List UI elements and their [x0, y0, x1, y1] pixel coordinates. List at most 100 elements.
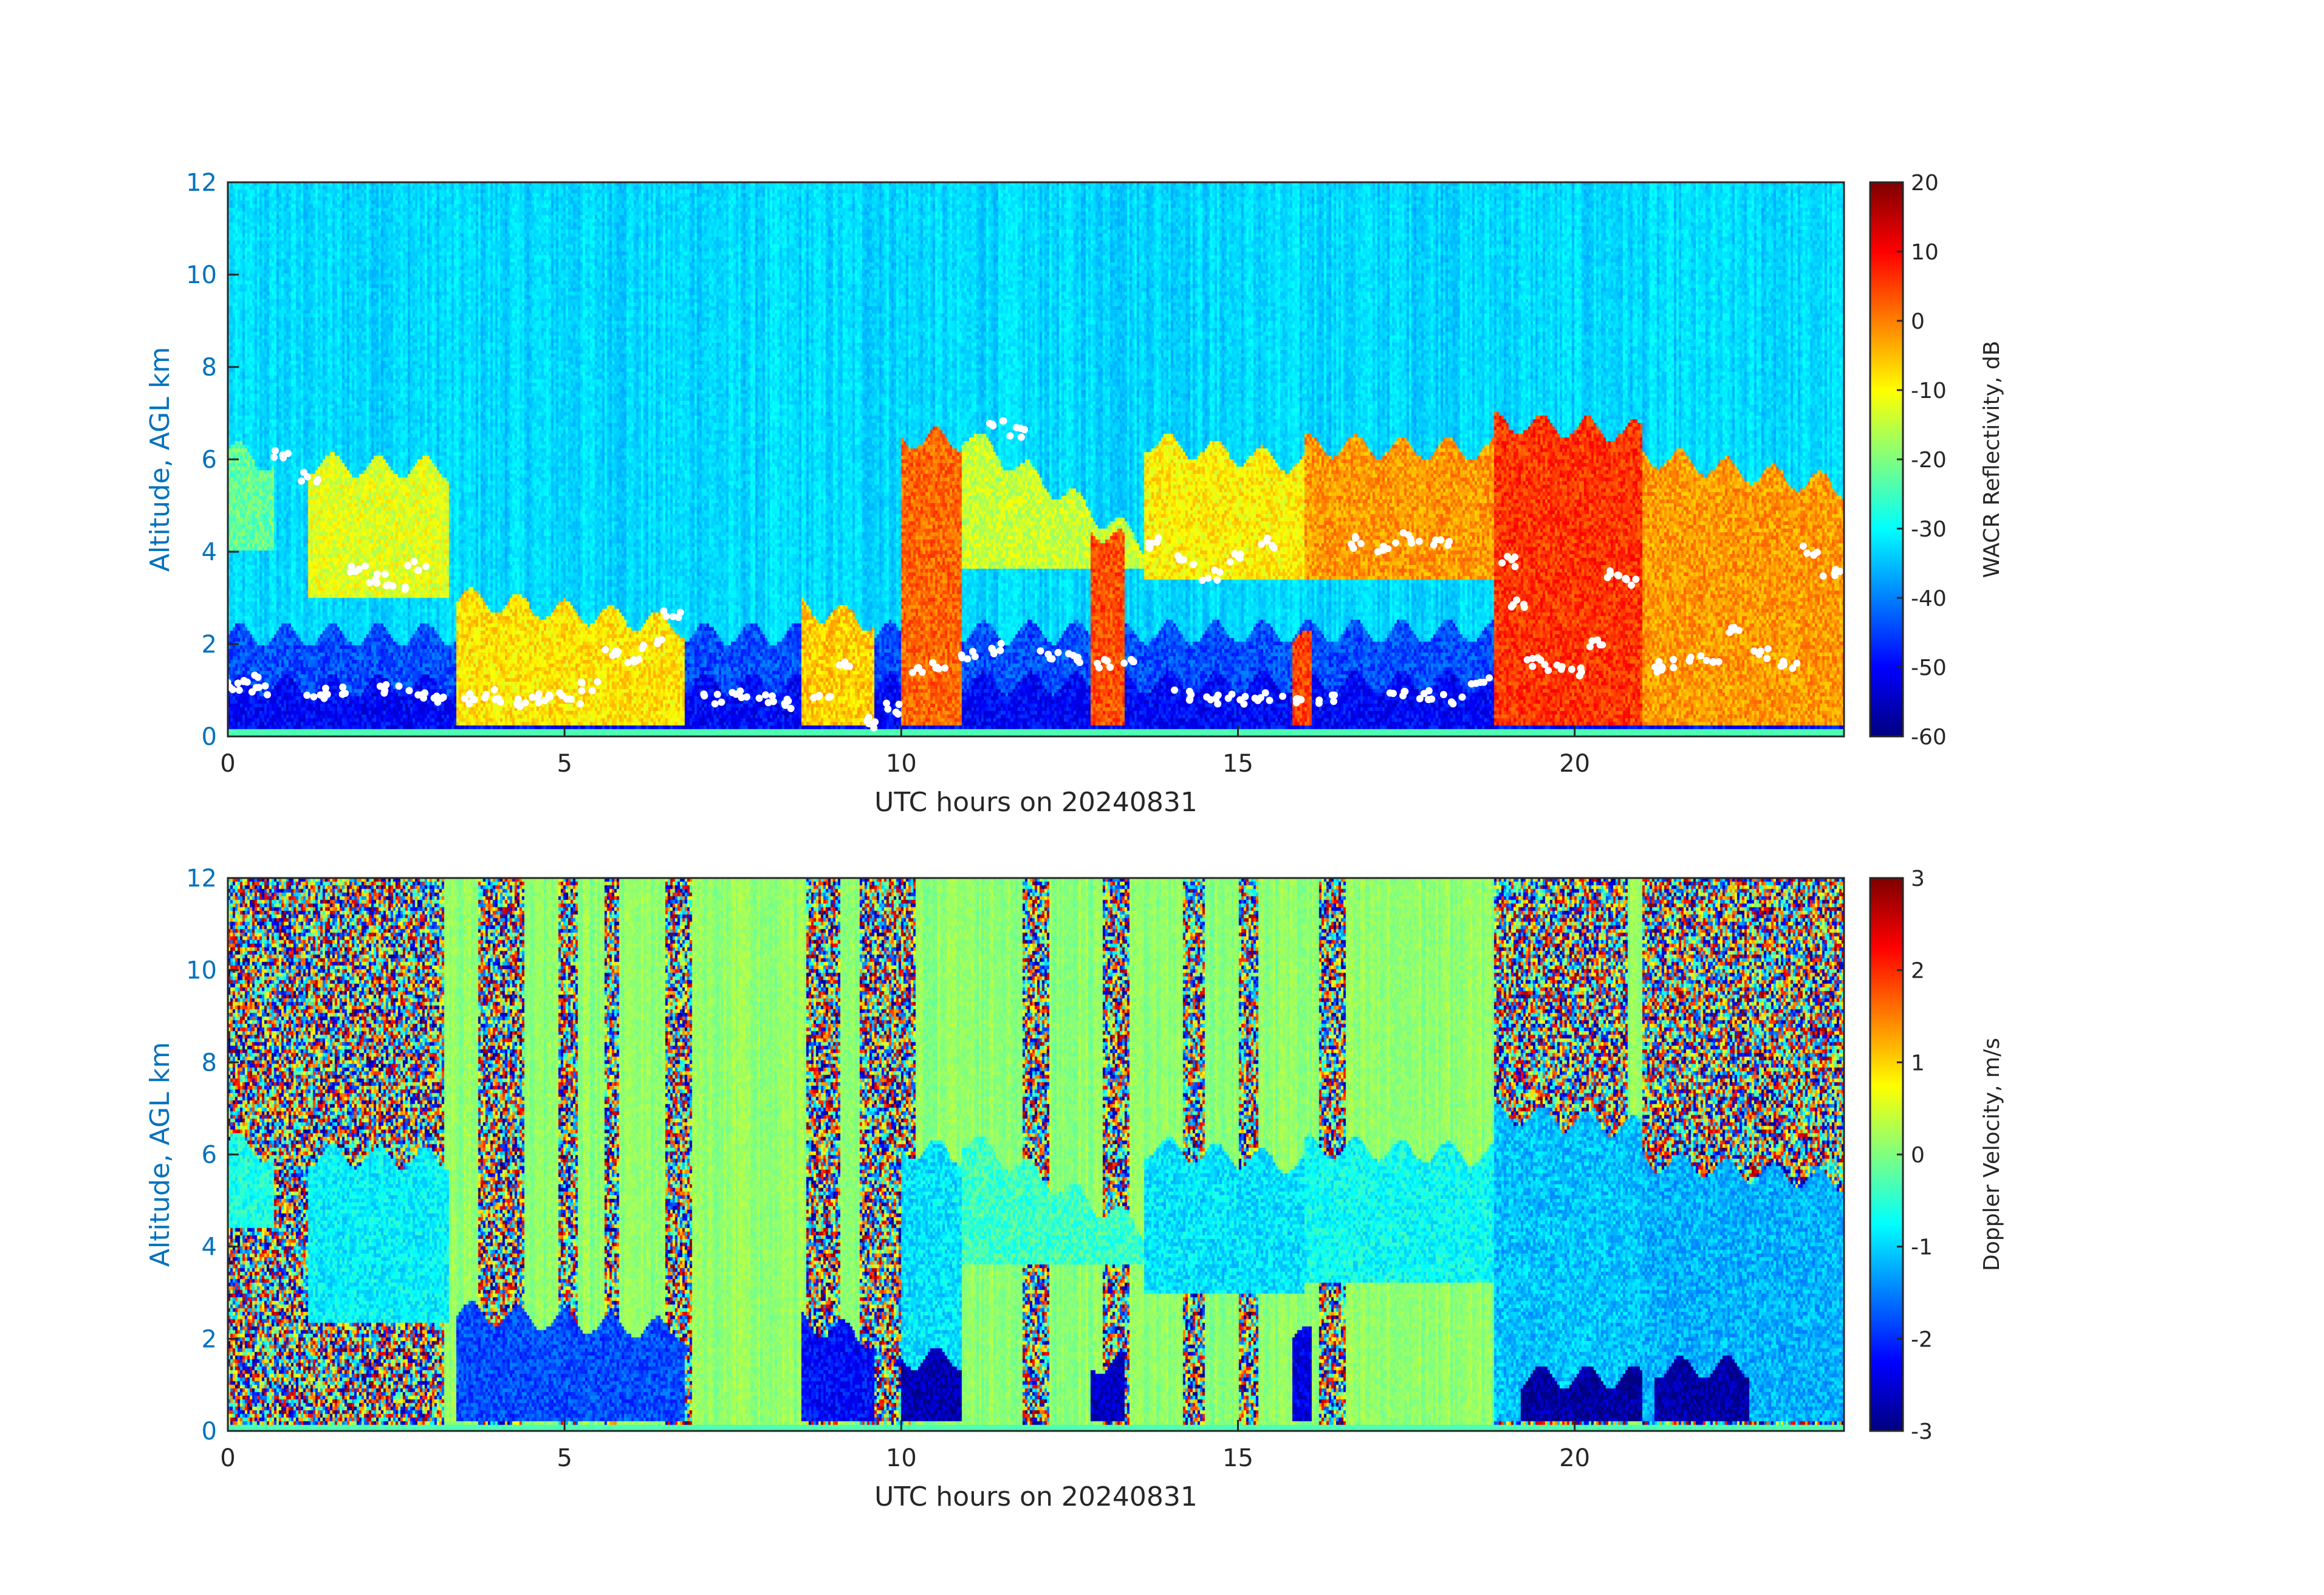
- cloud-base-point: [252, 684, 260, 691]
- x-tick-label: 0: [220, 1444, 235, 1472]
- cloud-base-point: [969, 648, 976, 656]
- cloud-base-point: [1407, 535, 1414, 543]
- cloud-base-point: [470, 696, 478, 704]
- cloud-base-point: [588, 687, 596, 695]
- cloud-base-point: [1449, 700, 1457, 708]
- cloud-base-point: [713, 690, 721, 698]
- cloud-base-point: [338, 690, 346, 698]
- cloud-base-point: [1831, 572, 1839, 580]
- cloud-base-point: [1094, 659, 1102, 667]
- cloud-base-point: [602, 646, 609, 654]
- cloud-base-point: [1498, 559, 1506, 567]
- cloud-base-point: [1670, 656, 1678, 664]
- cloud-base-point: [497, 698, 504, 706]
- cloud-base-point: [1445, 538, 1453, 546]
- cloud-base-point: [1655, 657, 1663, 665]
- x-tick-label: 20: [1559, 750, 1590, 778]
- doppler-colorbar-ticks: -3 -2 -1 0 1 2 3: [1897, 866, 1933, 1444]
- doppler-x-ticks: 0 5 10 15 20: [220, 1420, 1590, 1472]
- cloud-base-point: [1657, 666, 1665, 674]
- cloud-base-point: [1226, 558, 1234, 566]
- cloud-base-point: [1789, 664, 1797, 672]
- reflectivity-y-axis-label: Altitude, AGL km: [145, 347, 176, 572]
- cloud-base-point: [738, 694, 746, 701]
- cloud-base-point: [769, 698, 777, 705]
- cloud-base-point: [1328, 691, 1336, 699]
- cloud-base-point: [787, 705, 795, 712]
- cloud-base-point: [317, 691, 324, 699]
- colorbar-tick-label: -60: [1911, 725, 1947, 750]
- y-tick-label: 0: [202, 1418, 217, 1446]
- cloud-base-point: [513, 700, 521, 708]
- cloud-base-point: [346, 568, 354, 576]
- cloud-base-point: [895, 701, 903, 708]
- cloud-base-point: [546, 693, 554, 701]
- cloud-base-point: [481, 694, 488, 702]
- reflectivity-heatmap: [228, 182, 1844, 736]
- cloud-base-point: [1586, 643, 1594, 651]
- x-tick-label: 20: [1559, 1444, 1590, 1472]
- cloud-base-point: [434, 698, 442, 706]
- cloud-base-point: [1764, 645, 1772, 653]
- cloud-base-point: [1065, 650, 1072, 657]
- cloud-base-point: [1185, 687, 1193, 695]
- y-tick-label: 10: [186, 261, 217, 289]
- doppler-x-axis-label: UTC hours on 20240831: [874, 1481, 1198, 1512]
- reflectivity-x-axis-label: UTC hours on 20240831: [874, 787, 1198, 818]
- cloud-base-point: [404, 561, 412, 569]
- cloud-base-point: [989, 422, 997, 430]
- cloud-base-point: [303, 691, 311, 699]
- cloud-base-point: [662, 612, 670, 620]
- cloud-base-point: [1799, 542, 1807, 550]
- cloud-base-point: [999, 417, 1007, 425]
- y-tick-label: 8: [202, 354, 217, 382]
- cloud-base-point: [1254, 696, 1262, 704]
- x-tick-label: 5: [557, 1444, 572, 1472]
- cloud-base-point: [322, 684, 329, 692]
- cloud-base-point: [1018, 433, 1025, 441]
- cloud-base-point: [1374, 548, 1382, 556]
- cloud-base-point: [1392, 539, 1400, 547]
- cloud-base-point: [1425, 687, 1433, 695]
- cloud-base-point: [769, 692, 776, 700]
- cloud-base-point: [374, 570, 381, 578]
- cloud-base-point: [1106, 664, 1114, 671]
- cloud-base-point: [240, 677, 248, 684]
- cloud-base-point: [382, 570, 389, 578]
- y-tick-label: 4: [202, 1233, 217, 1261]
- cloud-base-point: [1176, 555, 1184, 563]
- y-tick-label: 0: [202, 723, 217, 751]
- cloud-base-point: [1352, 534, 1359, 542]
- y-tick-label: 6: [202, 446, 217, 474]
- x-tick-label: 15: [1222, 750, 1253, 778]
- cloud-base-point: [1577, 664, 1585, 672]
- cloud-base-point: [254, 673, 262, 681]
- cloud-base-point: [654, 636, 662, 644]
- cloud-base-point: [401, 583, 409, 591]
- cloud-base-point: [1529, 654, 1537, 662]
- cloud-base-point: [1207, 696, 1215, 704]
- x-tick-label: 10: [886, 750, 917, 778]
- cloud-base-point: [1520, 603, 1528, 611]
- cloud-base-point: [1266, 696, 1273, 704]
- cloud-base-point: [1458, 693, 1466, 701]
- colorbar-tick-label: 20: [1911, 171, 1939, 196]
- cloud-base-point: [1037, 647, 1044, 655]
- cloud-base-point: [1529, 662, 1537, 670]
- cloud-base-point: [1819, 572, 1827, 580]
- cloud-base-point: [1279, 692, 1287, 700]
- cloud-base-point: [466, 690, 473, 698]
- colorbar-tick-label: -2: [1911, 1327, 1933, 1352]
- cloud-base-point: [405, 687, 413, 695]
- cloud-base-point: [1575, 672, 1583, 680]
- cloud-base-point: [264, 691, 272, 699]
- cloud-base-point: [314, 476, 322, 484]
- cloud-base-point: [594, 677, 602, 685]
- cloud-base-point: [1046, 654, 1054, 662]
- cloud-base-point: [234, 679, 242, 687]
- cloud-base-point: [461, 695, 468, 702]
- cloud-base-point: [870, 724, 878, 732]
- cloud-base-point: [414, 566, 422, 574]
- cloud-base-point: [632, 657, 640, 665]
